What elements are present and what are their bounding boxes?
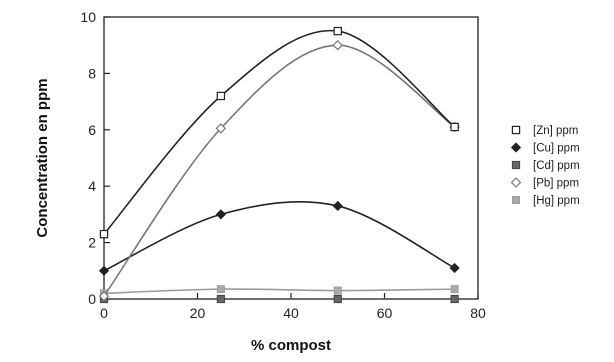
data-point xyxy=(216,285,225,294)
legend-marker xyxy=(511,125,521,135)
y-axis-ticks: 0 2 4 6 8 10 xyxy=(80,9,110,307)
legend-marker xyxy=(511,160,521,170)
data-point xyxy=(215,209,226,220)
legend-label: [Hg] ppm xyxy=(533,195,580,207)
y-tick-label: 4 xyxy=(88,178,96,194)
data-point xyxy=(333,286,342,295)
y-tick-label: 0 xyxy=(88,291,96,307)
legend-item: [Pb] ppm xyxy=(510,177,579,190)
series-layer xyxy=(98,26,460,304)
data-point xyxy=(215,123,227,134)
legend-marker xyxy=(512,195,521,204)
series-2 xyxy=(99,294,459,304)
data-point xyxy=(450,122,459,132)
data-point xyxy=(333,294,342,304)
data-point xyxy=(99,229,109,239)
data-point xyxy=(332,200,343,212)
series-line xyxy=(103,29,456,235)
data-point xyxy=(333,26,342,36)
plot-frame xyxy=(103,16,479,300)
series-4 xyxy=(100,285,459,298)
data-point xyxy=(450,285,459,294)
series-0 xyxy=(99,26,459,239)
legend-label: [Pb] ppm xyxy=(533,178,579,190)
y-tick-label: 6 xyxy=(88,122,96,138)
series-line xyxy=(103,288,455,295)
y-tick-label: 10 xyxy=(80,9,96,25)
legend-label: [Cu] ppm xyxy=(533,143,580,155)
y-tick-label: 2 xyxy=(88,235,96,251)
legend-item: [Zn] ppm xyxy=(511,125,578,137)
data-point xyxy=(449,262,460,274)
x-axis-title: % compost xyxy=(251,337,331,354)
legend-marker xyxy=(510,142,522,153)
legend: [Zn] ppm [Cu] ppm [Cd] ppm [Pb] ppm [Hg] ppm xyxy=(510,125,580,207)
x-tick-label: 40 xyxy=(283,305,299,321)
data-point xyxy=(450,294,459,304)
data-point xyxy=(216,91,226,101)
series-line xyxy=(103,44,456,297)
plot-area xyxy=(103,16,479,300)
x-axis-ticks: 0 20 40 60 80 xyxy=(100,293,486,321)
x-tick-label: 0 xyxy=(100,305,108,321)
series-1 xyxy=(98,200,460,276)
series-line xyxy=(103,201,456,272)
legend-item: [Hg] ppm xyxy=(512,195,580,207)
data-point xyxy=(98,290,110,302)
legend-marker xyxy=(510,177,522,188)
x-tick-label: 60 xyxy=(377,305,393,321)
legend-label: [Zn] ppm xyxy=(533,125,578,137)
x-tick-label: 20 xyxy=(190,305,206,321)
legend-item: [Cd] ppm xyxy=(511,160,580,172)
y-axis-title: Concentration en ppm xyxy=(34,78,51,237)
x-tick-label: 80 xyxy=(470,305,486,321)
legend-item: [Cu] ppm xyxy=(510,142,580,155)
y-tick-label: 8 xyxy=(88,65,96,81)
data-point xyxy=(216,294,225,304)
data-point xyxy=(98,265,110,276)
legend-label: [Cd] ppm xyxy=(533,160,580,172)
data-point xyxy=(332,39,343,51)
